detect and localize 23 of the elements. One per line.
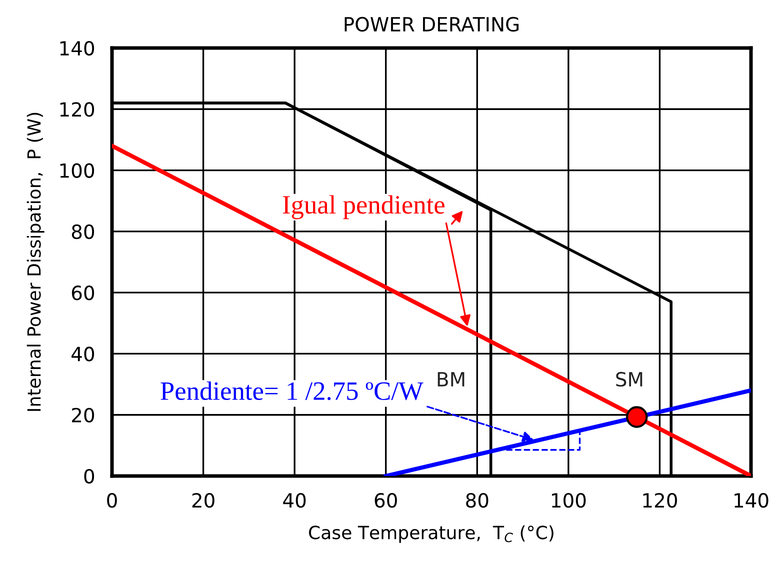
x-axis-title: Case Temperature, T$_{C}$ (°C) [309, 525, 554, 543]
y-tick-label: 100 [60, 163, 94, 178]
y-tick-label: 20 [72, 408, 94, 423]
annotation: SM [616, 372, 642, 387]
x-tick-label: 40 [283, 493, 306, 508]
y-tick-label: 40 [72, 346, 94, 362]
x-tick-label: 120 [643, 493, 677, 508]
x-tick-label: 0 [107, 493, 117, 508]
chart-title: POWER DERATING [344, 16, 519, 32]
y-tick-label: 120 [60, 102, 94, 117]
x-tick-label: 80 [466, 493, 488, 508]
annotation: BM [438, 372, 464, 386]
y-tick-label: 0 [84, 468, 94, 484]
annotation: Igual pendiente [282, 195, 444, 220]
x-tick-label: 20 [192, 493, 214, 508]
y-tick-label: 80 [72, 224, 94, 240]
y-axis-title: Internal Power Dissipation, P (W) [26, 112, 44, 411]
y-tick-label: 140 [60, 40, 94, 56]
x-tick-label: 100 [552, 493, 586, 508]
y-tick-label: 60 [72, 286, 94, 300]
x-tick-label: 140 [734, 493, 768, 508]
x-tick-label: 60 [374, 493, 397, 508]
annotation: Pendiente= 1 /2.75 ºC/W [160, 381, 424, 400]
